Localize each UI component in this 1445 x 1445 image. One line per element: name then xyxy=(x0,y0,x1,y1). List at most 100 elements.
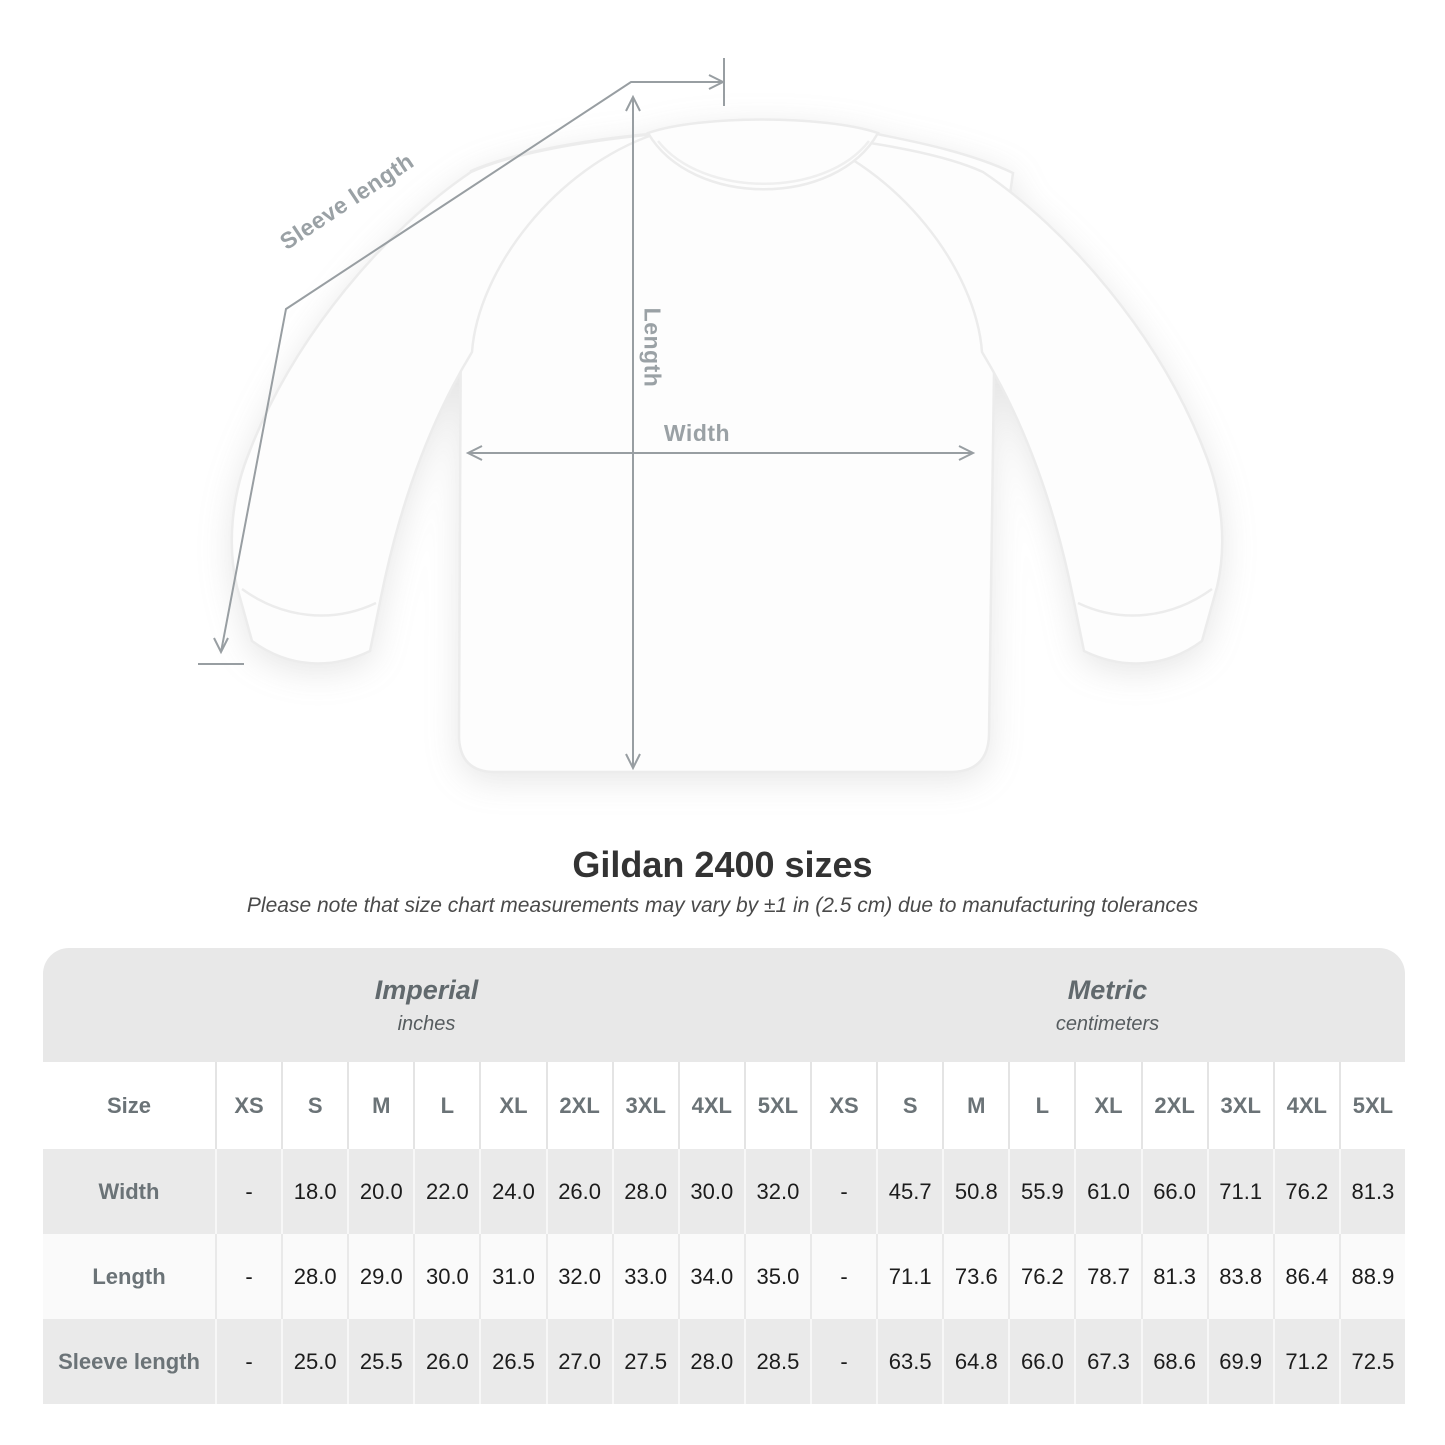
imperial-group-unit: inches xyxy=(397,1012,456,1035)
length-dimension-line xyxy=(625,94,641,771)
size-header-imperial-s: S xyxy=(281,1062,347,1149)
size-header-imperial-3xl: 3XL xyxy=(611,1062,678,1149)
value-imperial-s: 18.0 xyxy=(281,1149,347,1234)
length-label: Length xyxy=(639,307,666,388)
size-column-header: Size xyxy=(106,1092,152,1118)
value-metric-m: 50.8 xyxy=(942,1149,1008,1234)
value-metric-4xl: 76.2 xyxy=(1272,1149,1339,1234)
arrowhead-down xyxy=(213,637,229,655)
row-label: Length xyxy=(92,1263,166,1289)
arrowhead-up xyxy=(625,94,641,112)
size-header-imperial-5xl: 5XL xyxy=(743,1062,810,1149)
value-imperial-xs: - xyxy=(215,1319,281,1404)
size-header-metric-l: L xyxy=(1008,1062,1074,1149)
arrowhead-left xyxy=(465,445,483,461)
size-header-imperial-xl: XL xyxy=(479,1062,545,1149)
shirt-left-sleeve xyxy=(230,132,656,665)
value-imperial-xl: 24.0 xyxy=(479,1149,545,1234)
metric-group-name: Metric xyxy=(1067,974,1148,1005)
table-row-sleeve-length: Sleeve length -25.0 25.5 26.0 26.5 27.0 27.5 28… xyxy=(43,1319,1405,1404)
arrowhead-down xyxy=(625,753,641,771)
value-metric-xs: - xyxy=(810,1149,876,1234)
width-label: Width xyxy=(663,420,731,446)
size-header-imperial-2xl: 2XL xyxy=(545,1062,612,1149)
value-metric-xs: - xyxy=(810,1234,876,1319)
value-metric-4xl: 71.2 xyxy=(1272,1319,1339,1404)
value-imperial-2xl: 27.0 xyxy=(545,1319,612,1404)
size-header-row: Size XS S M L XL 2XL 3XL 4XL 5XL XS S M L XL 2XL 3XL 4XL 5… xyxy=(43,1062,1405,1149)
tolerance-note: Please note that size chart measurements… xyxy=(246,894,1199,917)
size-table: Imperial inches Metric centimeters Size X… xyxy=(43,948,1405,1404)
size-header-imperial-l: L xyxy=(413,1062,479,1149)
value-metric-3xl: 71.1 xyxy=(1206,1149,1273,1234)
value-metric-xl: 67.3 xyxy=(1074,1319,1140,1404)
value-imperial-l: 26.0 xyxy=(413,1319,479,1404)
size-header-imperial-4xl: 4XL xyxy=(677,1062,744,1149)
value-metric-s: 45.7 xyxy=(876,1149,942,1234)
value-metric-l: 66.0 xyxy=(1008,1319,1074,1404)
value-metric-5xl: 88.9 xyxy=(1338,1234,1405,1319)
value-imperial-3xl: 27.5 xyxy=(611,1319,678,1404)
value-metric-2xl: 66.0 xyxy=(1140,1149,1207,1234)
dimension-lines xyxy=(198,58,976,771)
size-header-metric-xl: XL xyxy=(1074,1062,1140,1149)
value-metric-4xl: 86.4 xyxy=(1272,1234,1339,1319)
page-title: Gildan 2400 sizes xyxy=(572,844,873,885)
sleeve-length-dimension-line xyxy=(198,58,726,665)
long-sleeve-shirt-illustration xyxy=(198,58,1224,774)
width-dimension-line xyxy=(465,445,976,461)
size-header-metric-xs: XS xyxy=(810,1062,876,1149)
value-metric-l: 55.9 xyxy=(1008,1149,1074,1234)
value-metric-3xl: 69.9 xyxy=(1206,1319,1273,1404)
value-imperial-4xl: 34.0 xyxy=(677,1234,744,1319)
value-metric-xs: - xyxy=(810,1319,876,1404)
value-metric-m: 64.8 xyxy=(942,1319,1008,1404)
size-header-imperial-xs: XS xyxy=(215,1062,281,1149)
value-imperial-5xl: 35.0 xyxy=(743,1234,810,1319)
value-metric-s: 71.1 xyxy=(876,1234,942,1319)
value-imperial-m: 20.0 xyxy=(347,1149,413,1234)
value-imperial-5xl: 28.5 xyxy=(743,1319,810,1404)
size-header-metric-4xl: 4XL xyxy=(1272,1062,1339,1149)
value-imperial-s: 25.0 xyxy=(281,1319,347,1404)
value-imperial-2xl: 26.0 xyxy=(545,1149,612,1234)
collar-stitch-line xyxy=(657,140,870,185)
value-imperial-xs: - xyxy=(215,1149,281,1234)
value-imperial-l: 30.0 xyxy=(413,1234,479,1319)
value-imperial-3xl: 33.0 xyxy=(611,1234,678,1319)
size-header-metric-m: M xyxy=(942,1062,1008,1149)
imperial-group-header: Imperial inches xyxy=(43,948,810,1062)
value-metric-xl: 78.7 xyxy=(1074,1234,1140,1319)
value-metric-s: 63.5 xyxy=(876,1319,942,1404)
value-imperial-s: 28.0 xyxy=(281,1234,347,1319)
metric-group-header: Metric centimeters xyxy=(810,948,1405,1062)
metric-group-unit: centimeters xyxy=(1055,1012,1160,1035)
value-metric-2xl: 68.6 xyxy=(1140,1319,1207,1404)
value-imperial-l: 22.0 xyxy=(413,1149,479,1234)
left-cuff-seam xyxy=(241,587,377,617)
shirt-collar xyxy=(646,118,880,191)
size-header-metric-5xl: 5XL xyxy=(1338,1062,1405,1149)
value-metric-xl: 61.0 xyxy=(1074,1149,1140,1234)
value-metric-2xl: 81.3 xyxy=(1140,1234,1207,1319)
value-metric-5xl: 72.5 xyxy=(1338,1319,1405,1404)
value-imperial-3xl: 28.0 xyxy=(611,1149,678,1234)
value-metric-3xl: 83.8 xyxy=(1206,1234,1273,1319)
value-metric-m: 73.6 xyxy=(942,1234,1008,1319)
value-metric-l: 76.2 xyxy=(1008,1234,1074,1319)
size-header-metric-s: S xyxy=(876,1062,942,1149)
table-row-length: Length -28.0 29.0 30.0 31.0 32.0 33.0 34.0 35.0-… xyxy=(43,1234,1405,1319)
value-imperial-xs: - xyxy=(215,1234,281,1319)
table-body: Width -18.0 20.0 22.0 24.0 26.0 28.0 30.0 32.0-4… xyxy=(43,1149,1405,1404)
arrowhead-right xyxy=(708,74,726,90)
imperial-group-name: Imperial xyxy=(374,974,479,1005)
value-imperial-2xl: 32.0 xyxy=(545,1234,612,1319)
table-row-width: Width -18.0 20.0 22.0 24.0 26.0 28.0 30.0 32.0-4… xyxy=(43,1149,1405,1234)
value-imperial-5xl: 32.0 xyxy=(743,1149,810,1234)
value-metric-5xl: 81.3 xyxy=(1338,1149,1405,1234)
value-imperial-xl: 26.5 xyxy=(479,1319,545,1404)
size-header-metric-2xl: 2XL xyxy=(1140,1062,1207,1149)
shirt-right-sleeve xyxy=(798,132,1224,665)
value-imperial-m: 29.0 xyxy=(347,1234,413,1319)
